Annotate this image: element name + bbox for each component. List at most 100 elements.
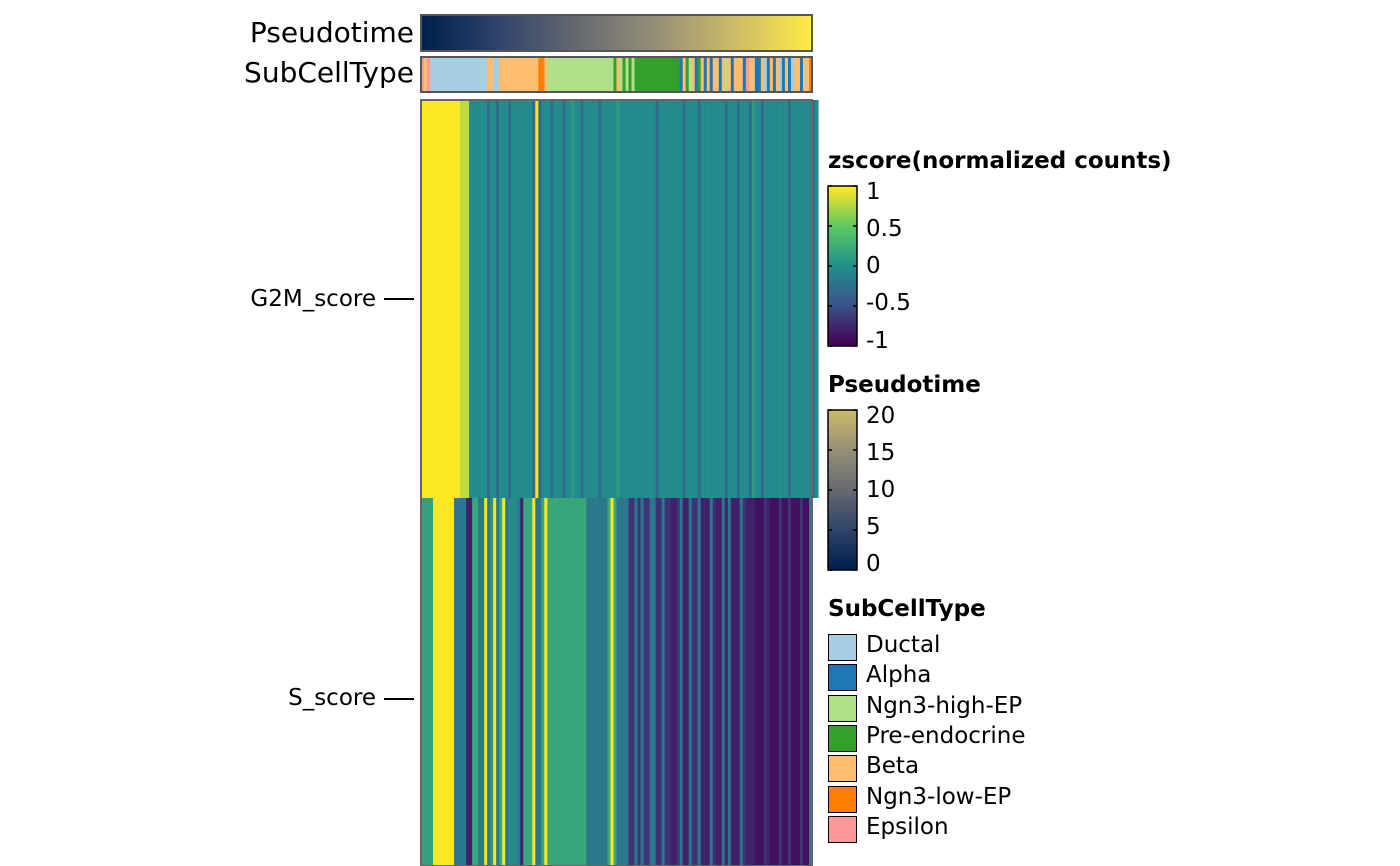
heatmap-cell-S_score (751, 498, 756, 866)
subcelltype-anno-cell (538, 57, 542, 92)
subcelltype-anno-cell (628, 57, 633, 92)
zscore-colorbar-segment (828, 263, 857, 267)
zscore-colorbar-segment (828, 223, 857, 227)
pseudotime-legend-title: Pseudotime (828, 372, 981, 398)
zscore-colorbar-segment (828, 327, 857, 331)
subcelltype-anno-cell (595, 57, 600, 92)
heatmap-cell-G2M_score (733, 100, 738, 498)
subcelltype-anno-cell (730, 57, 735, 92)
pseudotime-colorbar-segment (828, 460, 857, 464)
legend-swatch-ductal (828, 634, 857, 661)
heatmap-cell-S_score (673, 498, 678, 866)
zscore-colorbar-segment (828, 300, 857, 304)
heatmap-cell-G2M_score (812, 100, 816, 498)
pseudotime-anno-cell (667, 15, 672, 51)
heatmap-cell-S_score (436, 498, 440, 866)
pseudotime-anno-label: Pseudotime (249, 16, 414, 49)
heatmap-cell-G2M_score (589, 100, 594, 498)
zscore-colorbar-segment (828, 204, 857, 208)
pseudotime-anno-cell (445, 15, 449, 51)
heatmap-cell-S_score (424, 498, 428, 866)
subcelltype-anno-cell (586, 57, 591, 92)
heatmap-cell-S_score (541, 498, 545, 866)
subcelltype-anno-cell (520, 57, 524, 92)
heatmap-cell-G2M_score (649, 100, 654, 498)
heatmap-cell-G2M_score (815, 100, 819, 498)
zscore-colorbar-segment (828, 242, 857, 246)
subcelltype-anno-cell (481, 57, 485, 92)
zscore-tick-neg1: -1 (866, 328, 889, 354)
pseudotime-colorbar-segment (828, 412, 857, 416)
heatmap-cell-S_score (649, 498, 654, 866)
subcelltype-anno-cell (667, 57, 672, 92)
legend-label-alpha: Alpha (866, 662, 932, 689)
subcelltype-anno-cell (541, 57, 545, 92)
heatmap-cell-S_score (517, 498, 521, 866)
heatmap-cell-G2M_score (790, 100, 795, 498)
subcelltype-anno-cell (439, 57, 443, 92)
subcelltype-anno-cell (685, 57, 690, 92)
subcelltype-anno-cell (493, 57, 497, 92)
row-label-s: S_score (288, 685, 376, 711)
pseudotime-anno-cell (442, 15, 446, 51)
heatmap-cell-G2M_score (631, 100, 636, 498)
heatmap-cell-G2M_score (604, 100, 609, 498)
subcelltype-anno-cell (664, 57, 669, 92)
legend-label-ngn3-low-ep: Ngn3-low-EP (866, 783, 1012, 810)
heatmap-cell-S_score (547, 498, 551, 866)
heatmap-cell-S_score (778, 498, 783, 866)
subcelltype-anno-cell (763, 57, 768, 92)
subcelltype-anno-cell (466, 57, 470, 92)
heatmap-cell-G2M_score (466, 100, 470, 498)
pseudotime-anno-cell (589, 15, 594, 51)
subcelltype-anno-cell (424, 57, 428, 92)
pseudotime-colorbar-segment (828, 506, 857, 510)
pseudotime-anno-cell (577, 15, 582, 51)
heatmap-cell-S_score (688, 498, 693, 866)
heatmap-cell-G2M_score (754, 100, 759, 498)
heatmap-cell-G2M_score (679, 100, 684, 498)
pseudotime-anno-cell (703, 15, 708, 51)
pseudotime-colorbar-segment (828, 495, 857, 499)
heatmap-cell-S_score (658, 498, 663, 866)
heatmap-cell-G2M_score (667, 100, 672, 498)
heatmap-cell-G2M_score (598, 100, 603, 498)
heatmap-cell-S_score (487, 498, 491, 866)
heatmap-cells (420, 99, 819, 866)
pseudotime-anno-cell (778, 15, 783, 51)
pseudotime-anno-cell (655, 15, 660, 51)
heatmap-cell-S_score (571, 498, 575, 866)
heatmap-cell-G2M_score (487, 100, 491, 498)
heatmap-cell-S_score (727, 498, 732, 866)
pseudotime-anno-cell (688, 15, 693, 51)
pseudotime-anno-cell (583, 15, 588, 51)
subcelltype-anno-label: SubCellType (244, 56, 414, 89)
subcelltype-anno-cell (787, 57, 792, 92)
pseudotime-anno-cell (769, 15, 774, 51)
subcelltype-anno-cell (451, 57, 455, 92)
heatmap-cell-S_score (763, 498, 768, 866)
heatmap-cell-G2M_score (502, 100, 506, 498)
heatmap-cell-G2M_score (616, 100, 621, 498)
heatmap-cell-S_score (538, 498, 542, 866)
heatmap-cell-S_score (523, 498, 527, 866)
colorbar-tick-left (828, 569, 832, 571)
pseudotime-anno-cell (607, 15, 612, 51)
subcelltype-anno-cell (724, 57, 729, 92)
heatmap-cell-S_score (769, 498, 774, 866)
pseudotime-anno-cell (517, 15, 521, 51)
subcelltype-anno-cell (703, 57, 708, 92)
subcelltype-anno-cell (574, 57, 578, 92)
heatmap-cell-G2M_score (550, 100, 554, 498)
pseudotime-colorbar-segment (828, 540, 857, 544)
heatmap-cell-G2M_score (715, 100, 720, 498)
pseudotime-anno-cell (649, 15, 654, 51)
pseudotime-colorbar-segment (828, 527, 857, 531)
heatmap-cell-G2M_score (637, 100, 642, 498)
subcelltype-anno-cell (769, 57, 774, 92)
subcelltype-anno-cell (682, 57, 687, 92)
heatmap-cell-S_score (616, 498, 621, 866)
colorbar-tick-left (828, 409, 832, 411)
row-label-g2m: G2M_score (250, 286, 376, 312)
heatmap-cell-S_score (808, 498, 813, 866)
